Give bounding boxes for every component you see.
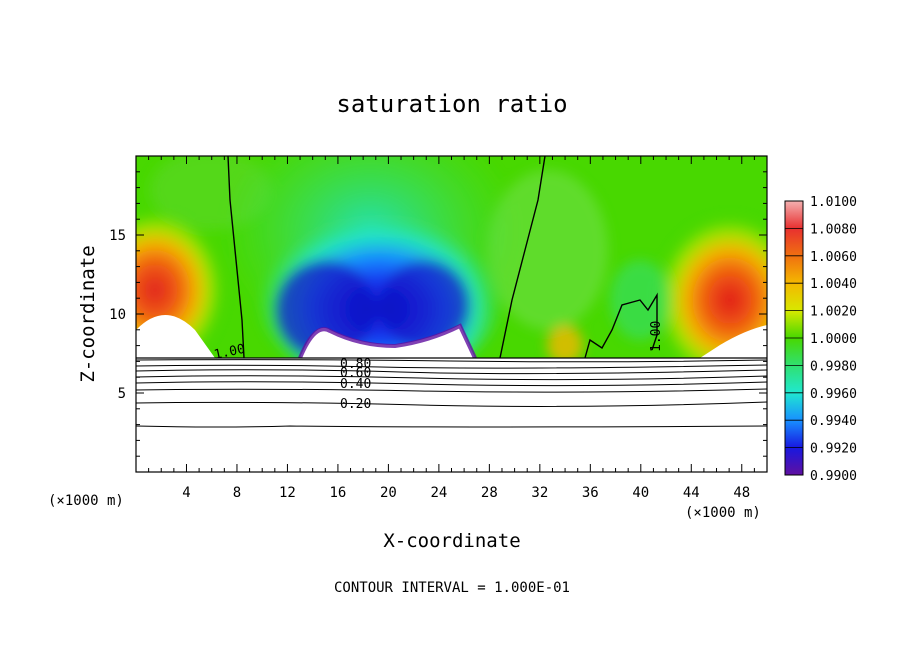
x-tick-label: 12 bbox=[279, 485, 296, 501]
colorbar-tick-label: 0.9940 bbox=[810, 414, 857, 429]
contour-label-0-60: 0.60 bbox=[340, 366, 371, 381]
x-axis-label: X-coordinate bbox=[383, 530, 520, 552]
y-axis: 5 10 15 bbox=[109, 171, 767, 457]
x-tick-label: 20 bbox=[380, 485, 397, 501]
x-tick-label: 32 bbox=[531, 485, 548, 501]
contour-lines bbox=[136, 156, 767, 472]
x-tick-label: 4 bbox=[182, 485, 190, 501]
x-tick-label: 44 bbox=[683, 485, 700, 501]
contour-line-0-50 bbox=[136, 381, 767, 387]
x-tick-label: 8 bbox=[233, 485, 241, 501]
contour-line-0-70 bbox=[136, 369, 767, 375]
colorbar-tick-label: 1.0020 bbox=[810, 305, 857, 320]
chart-title: saturation ratio bbox=[336, 90, 567, 118]
saturation-field bbox=[136, 156, 767, 385]
contour-labels: 1.00 1.00 0.80 0.60 0.40 0.20 bbox=[213, 321, 664, 412]
y-tick-label: 5 bbox=[118, 386, 126, 402]
contour-line-1-00-left bbox=[227, 156, 245, 359]
colorbar-ticks: 1.0100 1.0080 1.0060 1.0040 1.0020 1.0000 0.99… bbox=[785, 195, 857, 484]
contour-line-0-80 bbox=[136, 364, 767, 369]
contour-label-0-20: 0.20 bbox=[340, 397, 371, 412]
contour-line-1-00-right bbox=[584, 292, 658, 359]
contour-label-0-80: 0.80 bbox=[340, 357, 371, 372]
y-axis-label: Z-coordinate bbox=[77, 245, 99, 382]
colorbar-tick-label: 0.9900 bbox=[810, 469, 857, 484]
contour-line-0-20 bbox=[136, 401, 767, 407]
colorbar-tick-label: 1.0080 bbox=[810, 222, 857, 237]
contour-label-1-00-left: 1.00 bbox=[213, 342, 247, 363]
contour-label-1-00-right: 1.00 bbox=[649, 321, 664, 352]
x-axis: 4 8 12 16 20 24 28 32 36 40 44 48 bbox=[148, 156, 755, 501]
colorbar-tick-label: 1.0060 bbox=[810, 250, 857, 265]
colorbar-tick-label: 0.9960 bbox=[810, 387, 857, 402]
x-tick-label: 24 bbox=[430, 485, 447, 501]
contour-line-1-00-center bbox=[499, 156, 546, 359]
x-tick-label: 16 bbox=[329, 485, 346, 501]
x-tick-label: 40 bbox=[632, 485, 649, 501]
colorbar-tick-label: 0.9920 bbox=[810, 442, 857, 457]
contour-interval-footer: CONTOUR INTERVAL = 1.000E-01 bbox=[334, 580, 570, 596]
colorbar-tick-label: 1.0040 bbox=[810, 277, 857, 292]
colorbar-tick-label: 1.0000 bbox=[810, 332, 857, 347]
x-tick-label: 36 bbox=[582, 485, 599, 501]
contour-line-0-40 bbox=[136, 388, 767, 393]
y-tick-label: 15 bbox=[109, 228, 126, 244]
x-axis-unit-right: (×1000 m) bbox=[685, 505, 761, 521]
contour-line-0-60 bbox=[136, 375, 767, 381]
contour-label-0-40: 0.40 bbox=[340, 377, 371, 392]
colorbar-tick-label: 0.9980 bbox=[810, 359, 857, 374]
colorbar-tick-label: 1.0100 bbox=[810, 195, 857, 210]
contour-line-0-10 bbox=[136, 425, 767, 428]
x-tick-label: 28 bbox=[481, 485, 498, 501]
contour-line-0-90 bbox=[136, 359, 767, 363]
x-axis-unit-left: (×1000 m) bbox=[48, 493, 124, 509]
x-tick-label: 48 bbox=[733, 485, 750, 501]
colorbar: 1.0100 1.0080 1.0060 1.0040 1.0020 1.0000 0.99… bbox=[784, 195, 857, 484]
y-tick-label: 10 bbox=[109, 307, 126, 323]
